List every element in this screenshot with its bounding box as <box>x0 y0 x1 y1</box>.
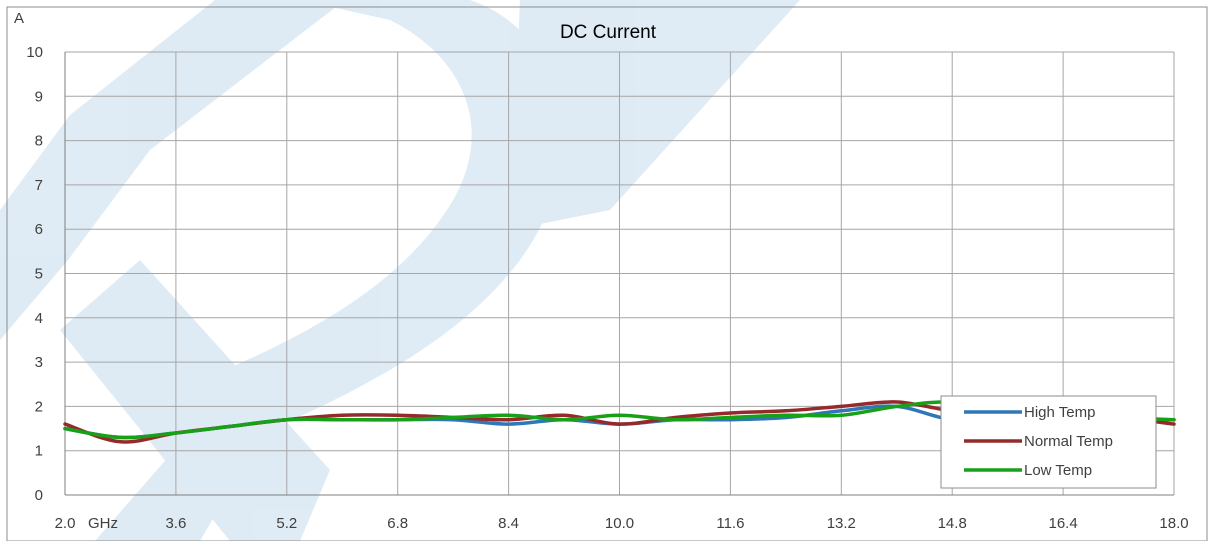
chart-frame <box>6 6 1208 541</box>
y-tick-label: 10 <box>26 44 43 61</box>
y-tick-label: 1 <box>35 443 43 460</box>
x-tick-label: 2.0 <box>55 515 76 532</box>
x-tick-label: 5.2 <box>276 515 297 532</box>
x-tick-labels: 2.0 3.6 5.2 6.8 8.4 10.0 11.6 13.2 14.8 16.4 18.0 <box>55 515 1189 532</box>
watermark-stem <box>60 260 330 541</box>
axes <box>64 52 1174 496</box>
legend-label-high-temp: High Temp <box>1024 404 1095 421</box>
y-tick-label: 6 <box>35 221 43 238</box>
x-tick-label: 11.6 <box>716 515 744 532</box>
y-tick-label: 5 <box>35 266 43 283</box>
y-tick-label: 0 <box>35 487 43 504</box>
watermark-stripe-bottom <box>95 455 250 541</box>
y-tick-label: 2 <box>35 398 43 415</box>
watermark-stripe-right <box>510 0 800 230</box>
x-tick-label: 14.8 <box>938 515 967 532</box>
y-tick-label: 4 <box>35 310 43 327</box>
x-tick-label: 3.6 <box>165 515 186 532</box>
chart-title: DC Current <box>560 22 657 43</box>
y-tick-labels: 0 1 2 3 4 5 6 7 8 9 10 <box>26 44 43 504</box>
x-tick-label: 6.8 <box>387 515 408 532</box>
y-tick-label: 8 <box>35 133 43 150</box>
x-tick-label: 8.4 <box>498 515 519 532</box>
watermark-logo <box>0 0 800 541</box>
watermark-bowl <box>200 0 564 430</box>
x-axis-unit-label: GHz <box>88 515 118 532</box>
y-tick-label: 3 <box>35 354 43 371</box>
legend-label-low-temp: Low Temp <box>1024 462 1092 479</box>
legend-label-normal-temp: Normal Temp <box>1024 433 1113 450</box>
legend-items: High Temp Normal Temp Low Temp <box>964 404 1113 479</box>
y-tick-label: 7 <box>35 177 43 194</box>
x-tick-label: 13.2 <box>827 515 856 532</box>
x-tick-label: 16.4 <box>1048 515 1077 532</box>
legend: High Temp Normal Temp Low Temp <box>940 395 1157 489</box>
y-axis-unit-label: A <box>14 10 24 27</box>
x-tick-label: 18.0 <box>1159 515 1188 532</box>
x-tick-label: 10.0 <box>605 515 634 532</box>
y-tick-label: 9 <box>35 88 43 105</box>
watermark-stripe-left <box>0 0 345 340</box>
